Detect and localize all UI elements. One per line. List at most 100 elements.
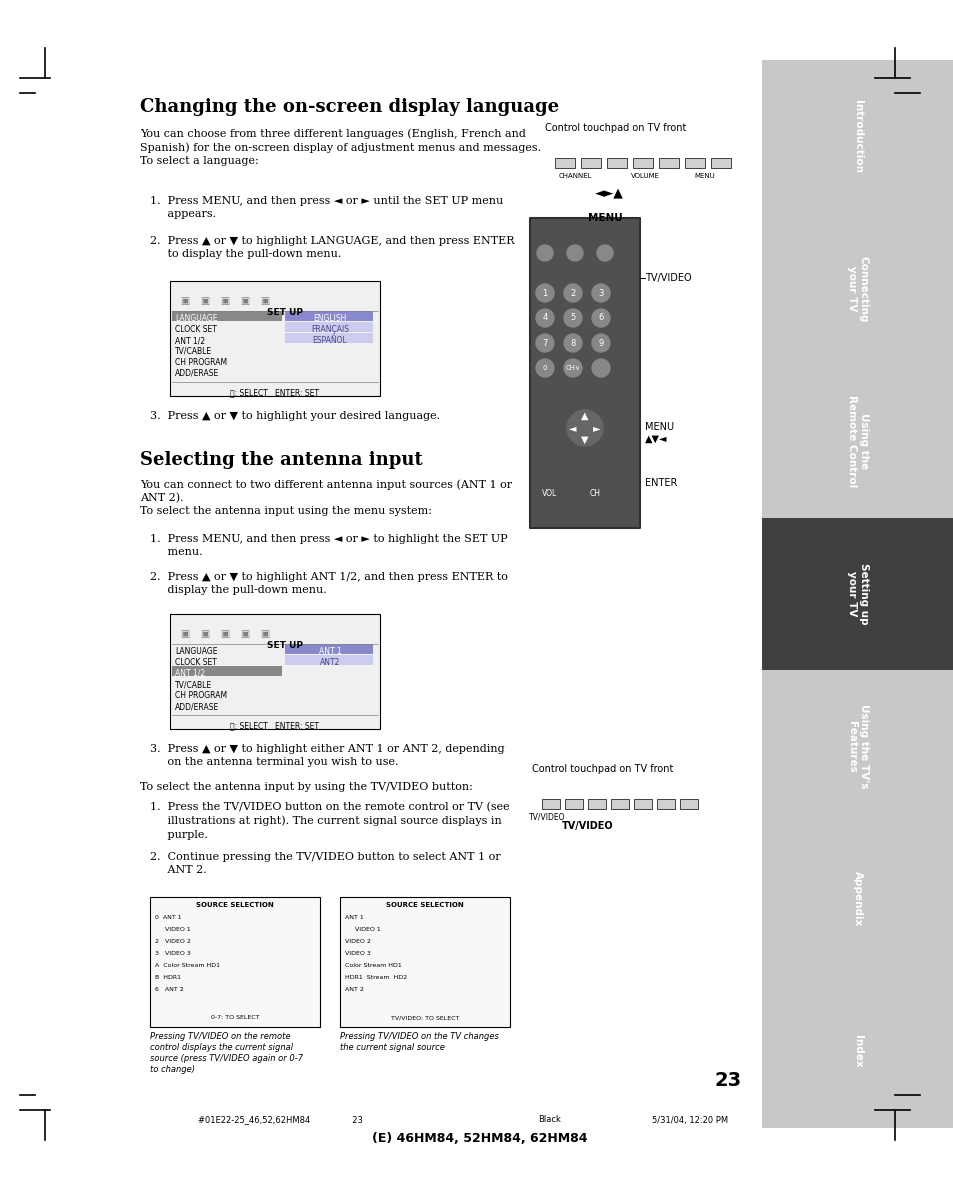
Text: 1.  Press MENU, and then press ◄ or ► until the SET UP menu
     appears.: 1. Press MENU, and then press ◄ or ► unt… <box>150 196 503 220</box>
Text: ▣: ▣ <box>260 628 269 639</box>
Text: ►: ► <box>593 423 600 432</box>
Bar <box>172 666 282 676</box>
Circle shape <box>563 284 581 302</box>
Circle shape <box>592 309 609 327</box>
Text: ◄►▲: ◄►▲ <box>595 187 623 200</box>
Text: 3.  Press ▲ or ▼ to highlight your desired language.: 3. Press ▲ or ▼ to highlight your desire… <box>150 411 439 421</box>
Text: ENGLISH: ENGLISH <box>313 314 346 323</box>
Text: 0  ANT 1: 0 ANT 1 <box>154 915 181 920</box>
Text: 2.  Press ▲ or ▼ to highlight LANGUAGE, and then press ENTER
     to display the: 2. Press ▲ or ▼ to highlight LANGUAGE, a… <box>150 236 514 259</box>
Text: 1.  Press MENU, and then press ◄ or ► to highlight the SET UP
     menu.: 1. Press MENU, and then press ◄ or ► to … <box>150 533 507 557</box>
Text: VIDEO 1: VIDEO 1 <box>154 927 191 933</box>
Text: ESPAÑOL: ESPAÑOL <box>313 336 347 345</box>
Text: ▲: ▲ <box>580 411 588 421</box>
Text: 23: 23 <box>714 1070 740 1089</box>
Bar <box>530 219 639 527</box>
Text: 5/31/04, 12:20 PM: 5/31/04, 12:20 PM <box>651 1116 727 1125</box>
Text: SOURCE SELECTION: SOURCE SELECTION <box>386 902 463 908</box>
Text: Control touchpad on TV front: Control touchpad on TV front <box>544 124 685 133</box>
Text: ANT 2: ANT 2 <box>345 987 363 992</box>
Text: Pressing TV/VIDEO on the TV changes
the current signal source: Pressing TV/VIDEO on the TV changes the … <box>339 1032 498 1053</box>
Text: CLOCK SET: CLOCK SET <box>174 326 216 334</box>
Bar <box>761 61 953 213</box>
Text: MENU: MENU <box>587 213 621 223</box>
Text: Black: Black <box>538 1116 561 1125</box>
Bar <box>610 800 628 809</box>
Text: Introduction: Introduction <box>852 100 862 172</box>
Bar <box>580 158 600 168</box>
Text: 2.  Continue pressing the TV/VIDEO button to select ANT 1 or
     ANT 2.: 2. Continue pressing the TV/VIDEO button… <box>150 852 500 876</box>
Text: Control touchpad on TV front: Control touchpad on TV front <box>532 764 673 775</box>
Text: Appendix: Appendix <box>852 872 862 927</box>
Text: 2.  Press ▲ or ▼ to highlight ANT 1/2, and then press ENTER to
     display the : 2. Press ▲ or ▼ to highlight ANT 1/2, an… <box>150 571 507 595</box>
Bar <box>285 655 373 665</box>
Text: ▣: ▣ <box>240 628 249 639</box>
Text: ENTER: ENTER <box>644 478 677 488</box>
Text: LANGUAGE: LANGUAGE <box>174 647 217 656</box>
Bar <box>541 800 559 809</box>
Bar <box>285 644 373 655</box>
Bar <box>679 800 698 809</box>
Bar <box>761 975 953 1127</box>
Text: 7: 7 <box>541 339 547 348</box>
Bar <box>170 282 379 396</box>
Circle shape <box>536 359 554 377</box>
Text: CH∨: CH∨ <box>565 365 580 371</box>
Text: TV/VIDEO: TV/VIDEO <box>644 273 691 283</box>
Text: ADD/ERASE: ADD/ERASE <box>174 702 219 710</box>
Text: You can choose from three different languages (English, French and
Spanish) for : You can choose from three different lang… <box>140 128 540 166</box>
Text: ANT 1: ANT 1 <box>318 647 341 656</box>
Text: Connecting
your TV: Connecting your TV <box>846 255 868 322</box>
Text: ▣: ▣ <box>220 296 229 307</box>
Text: Pressing TV/VIDEO on the remote
control displays the current signal
source (pres: Pressing TV/VIDEO on the remote control … <box>150 1032 303 1074</box>
Text: CLOCK SET: CLOCK SET <box>174 658 216 666</box>
Text: 3   VIDEO 3: 3 VIDEO 3 <box>154 952 191 956</box>
Text: VOL: VOL <box>542 488 558 498</box>
Text: TV/CABLE: TV/CABLE <box>174 347 212 356</box>
Bar <box>172 311 282 321</box>
Circle shape <box>566 245 582 261</box>
Text: 1: 1 <box>542 289 547 297</box>
Text: Index: Index <box>852 1036 862 1068</box>
Text: ▣: ▣ <box>180 296 189 307</box>
Text: CH PROGRAM: CH PROGRAM <box>174 358 227 367</box>
Text: VIDEO 3: VIDEO 3 <box>345 952 371 956</box>
Bar <box>761 213 953 365</box>
Text: 8: 8 <box>570 339 575 348</box>
Text: Using the
Remote Control: Using the Remote Control <box>846 396 868 487</box>
Circle shape <box>536 284 554 302</box>
Bar <box>606 158 626 168</box>
Text: ▼: ▼ <box>580 435 588 446</box>
Text: TV/VIDEO: TV/VIDEO <box>561 821 613 830</box>
Text: HDR1  Stream  HD2: HDR1 Stream HD2 <box>345 975 407 980</box>
Text: To select the antenna input by using the TV/VIDEO button:: To select the antenna input by using the… <box>140 782 473 792</box>
Text: TV/VIDEO: TV/VIDEO <box>528 813 565 821</box>
Text: ANT2: ANT2 <box>319 658 340 666</box>
Circle shape <box>536 334 554 352</box>
Text: SET UP: SET UP <box>267 308 303 317</box>
Text: ANT 1: ANT 1 <box>345 915 363 920</box>
Text: ANT 1/2: ANT 1/2 <box>174 336 205 345</box>
Text: TV/CABLE: TV/CABLE <box>174 680 212 689</box>
Circle shape <box>537 245 553 261</box>
Text: 4: 4 <box>542 314 547 322</box>
Text: You can connect to two different antenna input sources (ANT 1 or
ANT 2).
To sele: You can connect to two different antenna… <box>140 479 512 517</box>
Text: LANGUAGE: LANGUAGE <box>174 314 217 323</box>
Text: Setting up
your TV: Setting up your TV <box>846 563 868 625</box>
Text: ▣: ▣ <box>200 296 209 307</box>
Text: SOURCE SELECTION: SOURCE SELECTION <box>196 902 274 908</box>
Text: 6: 6 <box>598 314 603 322</box>
Text: ▣: ▣ <box>240 296 249 307</box>
Bar <box>761 823 953 975</box>
Bar <box>339 897 510 1026</box>
Text: Selecting the antenna input: Selecting the antenna input <box>140 451 422 469</box>
Circle shape <box>566 410 602 446</box>
Text: VIDEO 2: VIDEO 2 <box>345 939 371 944</box>
Circle shape <box>597 245 613 261</box>
Circle shape <box>592 334 609 352</box>
Text: 2: 2 <box>570 289 575 297</box>
Bar <box>285 333 373 343</box>
Bar <box>564 800 582 809</box>
Bar <box>170 614 379 729</box>
Text: 3: 3 <box>598 289 603 297</box>
